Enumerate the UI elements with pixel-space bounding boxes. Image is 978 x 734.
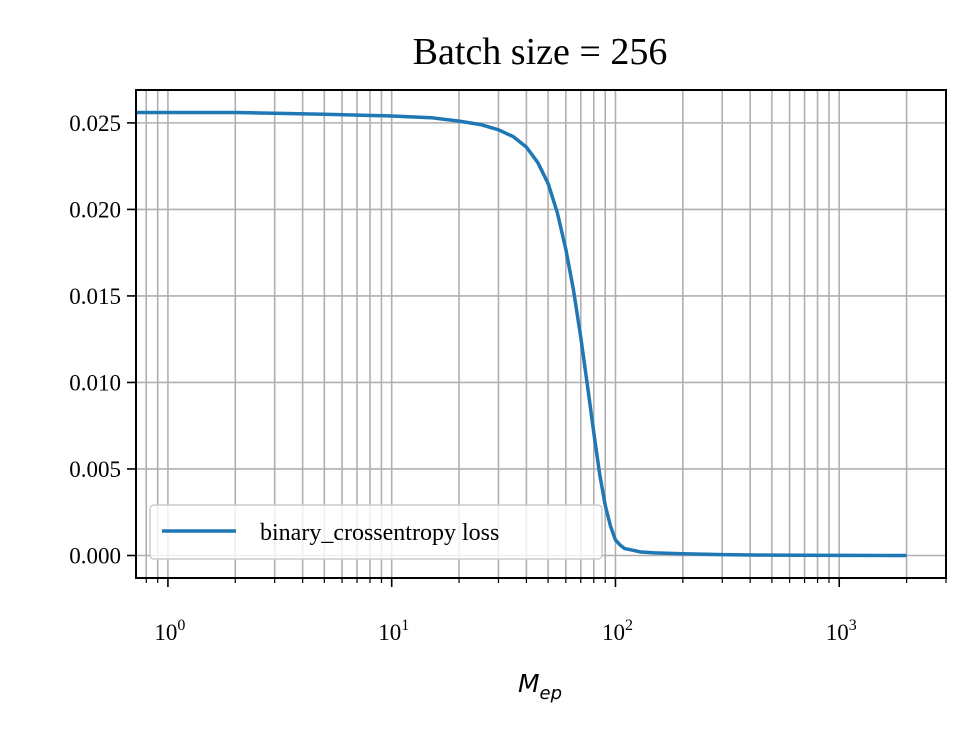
y-tick-label: 0.020 xyxy=(69,197,121,222)
series-line xyxy=(136,110,907,558)
x-axis-label: Mep xyxy=(518,669,562,704)
x-tick-base: 10 xyxy=(826,620,849,645)
y-tick-label: 0.025 xyxy=(69,111,121,136)
x-tick-label: 101 xyxy=(378,617,409,645)
x-tick-label: 102 xyxy=(602,617,633,645)
x-tick-base: 10 xyxy=(154,620,177,645)
legend: binary_crossentropy loss xyxy=(149,504,603,560)
x-tick-exponent: 1 xyxy=(401,617,409,634)
y-tick-label: 0.000 xyxy=(69,544,121,569)
x-tick-base: 10 xyxy=(602,620,625,645)
x-tick-exponent: 3 xyxy=(849,617,857,634)
x-tick-exponent: 0 xyxy=(177,617,185,634)
x-axis-label-sub: ep xyxy=(540,683,563,704)
legend-box xyxy=(149,504,603,560)
x-tick-base: 10 xyxy=(378,620,401,645)
plot-frame xyxy=(135,89,947,579)
x-tick-label: 103 xyxy=(826,617,857,645)
series-layer xyxy=(136,110,907,558)
x-tick-label: 100 xyxy=(154,617,185,645)
x-tick-exponent: 2 xyxy=(625,617,633,634)
x-axis-label-base: M xyxy=(518,669,540,698)
chart-title: Batch size = 256 xyxy=(413,31,668,73)
legend-label: binary_crossentropy loss xyxy=(260,520,499,546)
y-tick-label: 0.005 xyxy=(69,457,121,482)
y-tick-label: 0.015 xyxy=(69,284,121,309)
grid xyxy=(136,90,947,578)
y-tick-label: 0.010 xyxy=(69,370,121,395)
